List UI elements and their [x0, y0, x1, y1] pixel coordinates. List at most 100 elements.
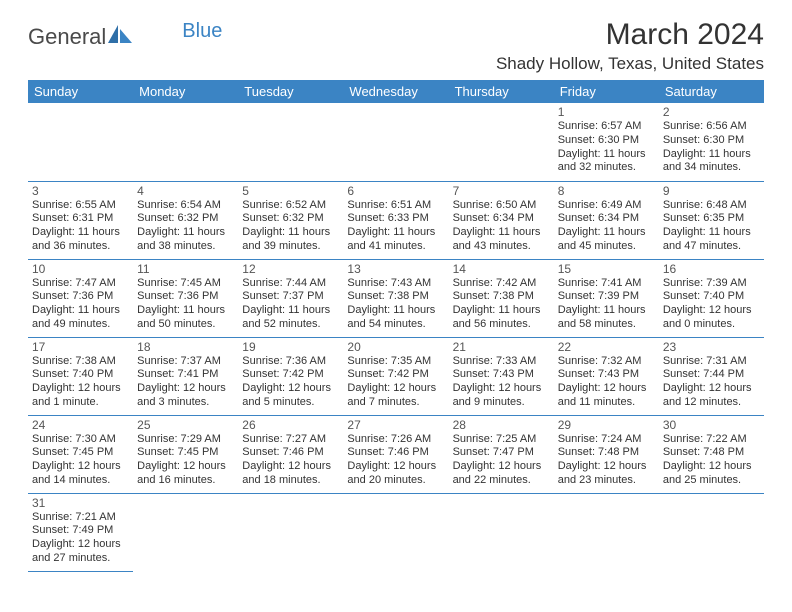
calendar-cell: 28Sunrise: 7:25 AMSunset: 7:47 PMDayligh…	[449, 415, 554, 493]
day-number: 26	[242, 418, 339, 432]
weekday-header: Saturday	[659, 80, 764, 103]
day-info: Sunrise: 6:57 AMSunset: 6:30 PMDaylight:…	[558, 120, 655, 175]
calendar-cell: 30Sunrise: 7:22 AMSunset: 7:48 PMDayligh…	[659, 415, 764, 493]
calendar-cell: 17Sunrise: 7:38 AMSunset: 7:40 PMDayligh…	[28, 337, 133, 415]
day-number: 4	[137, 184, 234, 198]
calendar-cell: 7Sunrise: 6:50 AMSunset: 6:34 PMDaylight…	[449, 181, 554, 259]
day-number: 24	[32, 418, 129, 432]
calendar-cell	[133, 493, 238, 571]
title-block: March 2024 Shady Hollow, Texas, United S…	[496, 18, 764, 74]
calendar-cell: 19Sunrise: 7:36 AMSunset: 7:42 PMDayligh…	[238, 337, 343, 415]
day-number: 8	[558, 184, 655, 198]
weekday-header: Wednesday	[343, 80, 448, 103]
calendar-cell	[238, 103, 343, 181]
calendar-cell: 27Sunrise: 7:26 AMSunset: 7:46 PMDayligh…	[343, 415, 448, 493]
day-number: 20	[347, 340, 444, 354]
calendar-cell: 12Sunrise: 7:44 AMSunset: 7:37 PMDayligh…	[238, 259, 343, 337]
calendar-cell: 25Sunrise: 7:29 AMSunset: 7:45 PMDayligh…	[133, 415, 238, 493]
calendar-cell	[554, 493, 659, 571]
day-number: 15	[558, 262, 655, 276]
calendar-cell: 31Sunrise: 7:21 AMSunset: 7:49 PMDayligh…	[28, 493, 133, 571]
day-info: Sunrise: 7:30 AMSunset: 7:45 PMDaylight:…	[32, 433, 129, 488]
calendar-cell: 2Sunrise: 6:56 AMSunset: 6:30 PMDaylight…	[659, 103, 764, 181]
day-number: 6	[347, 184, 444, 198]
calendar-cell: 9Sunrise: 6:48 AMSunset: 6:35 PMDaylight…	[659, 181, 764, 259]
location-text: Shady Hollow, Texas, United States	[496, 54, 764, 74]
day-number: 14	[453, 262, 550, 276]
calendar-cell: 15Sunrise: 7:41 AMSunset: 7:39 PMDayligh…	[554, 259, 659, 337]
day-info: Sunrise: 7:39 AMSunset: 7:40 PMDaylight:…	[663, 277, 760, 332]
calendar-cell: 22Sunrise: 7:32 AMSunset: 7:43 PMDayligh…	[554, 337, 659, 415]
day-info: Sunrise: 7:32 AMSunset: 7:43 PMDaylight:…	[558, 355, 655, 410]
day-number: 18	[137, 340, 234, 354]
day-number: 31	[32, 496, 129, 510]
weekday-header: Monday	[133, 80, 238, 103]
calendar-cell: 26Sunrise: 7:27 AMSunset: 7:46 PMDayligh…	[238, 415, 343, 493]
day-info: Sunrise: 7:45 AMSunset: 7:36 PMDaylight:…	[137, 277, 234, 332]
calendar-cell	[343, 103, 448, 181]
calendar-cell: 21Sunrise: 7:33 AMSunset: 7:43 PMDayligh…	[449, 337, 554, 415]
day-number: 11	[137, 262, 234, 276]
day-number: 29	[558, 418, 655, 432]
day-number: 22	[558, 340, 655, 354]
calendar-body: 1Sunrise: 6:57 AMSunset: 6:30 PMDaylight…	[28, 103, 764, 571]
weekday-header: Tuesday	[238, 80, 343, 103]
header: General Blue March 2024 Shady Hollow, Te…	[28, 18, 764, 74]
calendar-cell: 13Sunrise: 7:43 AMSunset: 7:38 PMDayligh…	[343, 259, 448, 337]
calendar-cell: 29Sunrise: 7:24 AMSunset: 7:48 PMDayligh…	[554, 415, 659, 493]
calendar-cell: 5Sunrise: 6:52 AMSunset: 6:32 PMDaylight…	[238, 181, 343, 259]
day-info: Sunrise: 7:22 AMSunset: 7:48 PMDaylight:…	[663, 433, 760, 488]
calendar-header: SundayMondayTuesdayWednesdayThursdayFrid…	[28, 80, 764, 103]
day-info: Sunrise: 7:33 AMSunset: 7:43 PMDaylight:…	[453, 355, 550, 410]
calendar-cell: 16Sunrise: 7:39 AMSunset: 7:40 PMDayligh…	[659, 259, 764, 337]
calendar-cell	[133, 103, 238, 181]
day-number: 10	[32, 262, 129, 276]
weekday-header: Friday	[554, 80, 659, 103]
sail-icon	[108, 25, 134, 51]
calendar-cell	[659, 493, 764, 571]
day-info: Sunrise: 7:44 AMSunset: 7:37 PMDaylight:…	[242, 277, 339, 332]
day-number: 3	[32, 184, 129, 198]
page-title: March 2024	[496, 18, 764, 52]
day-info: Sunrise: 6:56 AMSunset: 6:30 PMDaylight:…	[663, 120, 760, 175]
day-number: 28	[453, 418, 550, 432]
calendar-cell	[449, 493, 554, 571]
calendar-cell: 10Sunrise: 7:47 AMSunset: 7:36 PMDayligh…	[28, 259, 133, 337]
day-number: 19	[242, 340, 339, 354]
day-info: Sunrise: 7:38 AMSunset: 7:40 PMDaylight:…	[32, 355, 129, 410]
calendar-cell: 8Sunrise: 6:49 AMSunset: 6:34 PMDaylight…	[554, 181, 659, 259]
calendar-cell	[28, 103, 133, 181]
day-info: Sunrise: 7:37 AMSunset: 7:41 PMDaylight:…	[137, 355, 234, 410]
day-info: Sunrise: 7:25 AMSunset: 7:47 PMDaylight:…	[453, 433, 550, 488]
day-info: Sunrise: 7:41 AMSunset: 7:39 PMDaylight:…	[558, 277, 655, 332]
day-info: Sunrise: 7:24 AMSunset: 7:48 PMDaylight:…	[558, 433, 655, 488]
day-number: 1	[558, 105, 655, 119]
day-info: Sunrise: 7:21 AMSunset: 7:49 PMDaylight:…	[32, 511, 129, 566]
calendar-cell: 3Sunrise: 6:55 AMSunset: 6:31 PMDaylight…	[28, 181, 133, 259]
calendar-cell: 1Sunrise: 6:57 AMSunset: 6:30 PMDaylight…	[554, 103, 659, 181]
weekday-header: Sunday	[28, 80, 133, 103]
day-info: Sunrise: 6:55 AMSunset: 6:31 PMDaylight:…	[32, 199, 129, 254]
calendar-cell: 11Sunrise: 7:45 AMSunset: 7:36 PMDayligh…	[133, 259, 238, 337]
day-number: 21	[453, 340, 550, 354]
day-info: Sunrise: 7:29 AMSunset: 7:45 PMDaylight:…	[137, 433, 234, 488]
day-info: Sunrise: 7:42 AMSunset: 7:38 PMDaylight:…	[453, 277, 550, 332]
logo-text-1: General	[28, 24, 106, 50]
calendar-cell: 14Sunrise: 7:42 AMSunset: 7:38 PMDayligh…	[449, 259, 554, 337]
day-number: 17	[32, 340, 129, 354]
day-info: Sunrise: 7:35 AMSunset: 7:42 PMDaylight:…	[347, 355, 444, 410]
day-info: Sunrise: 7:43 AMSunset: 7:38 PMDaylight:…	[347, 277, 444, 332]
calendar-table: SundayMondayTuesdayWednesdayThursdayFrid…	[28, 80, 764, 572]
day-number: 27	[347, 418, 444, 432]
day-info: Sunrise: 6:49 AMSunset: 6:34 PMDaylight:…	[558, 199, 655, 254]
day-number: 16	[663, 262, 760, 276]
calendar-cell: 20Sunrise: 7:35 AMSunset: 7:42 PMDayligh…	[343, 337, 448, 415]
calendar-cell: 18Sunrise: 7:37 AMSunset: 7:41 PMDayligh…	[133, 337, 238, 415]
weekday-header: Thursday	[449, 80, 554, 103]
calendar-cell: 4Sunrise: 6:54 AMSunset: 6:32 PMDaylight…	[133, 181, 238, 259]
calendar-cell	[449, 103, 554, 181]
day-info: Sunrise: 6:48 AMSunset: 6:35 PMDaylight:…	[663, 199, 760, 254]
day-number: 5	[242, 184, 339, 198]
calendar-cell: 6Sunrise: 6:51 AMSunset: 6:33 PMDaylight…	[343, 181, 448, 259]
day-info: Sunrise: 7:36 AMSunset: 7:42 PMDaylight:…	[242, 355, 339, 410]
